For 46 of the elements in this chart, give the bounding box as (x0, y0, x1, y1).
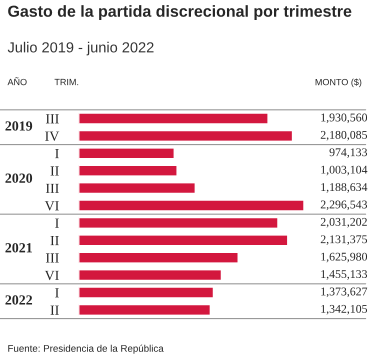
bar (78, 164, 178, 177)
bar (78, 216, 279, 229)
text: 2019 (5, 121, 32, 131)
bar (78, 199, 305, 212)
y-tick-label: III (46, 253, 59, 263)
text: MONTO ($) (316, 78, 362, 88)
bar (78, 130, 294, 142)
bar (78, 234, 288, 246)
y-tick-label: III (46, 114, 59, 124)
chart-title: Gasto de la partida discrecional por trimestre (8, 5, 352, 20)
bar (78, 304, 212, 316)
chart-subtitle: Julio 2019 - junio 2022 (8, 42, 154, 56)
text: 2021 (5, 243, 32, 252)
bar (78, 269, 222, 282)
bar (78, 252, 239, 264)
y-tick-label: II (50, 236, 59, 246)
data-label: 2,296,543 (320, 200, 368, 210)
data-label: 2,031,202 (320, 218, 367, 228)
y-tick-label: II (50, 306, 59, 315)
data-label: 1,188,634 (321, 183, 368, 193)
y-tick-label: IV (45, 132, 60, 141)
bar (78, 182, 196, 194)
data-label: 1,455,133 (321, 270, 368, 280)
y-tick-label: I (55, 288, 59, 298)
y-tick-label: I (55, 149, 59, 158)
data-label: 1,373,627 (321, 288, 368, 298)
data-label: 974,133 (330, 148, 368, 158)
data-label: 2,180,085 (320, 130, 368, 141)
text: AÑO (8, 77, 27, 86)
y-tick-label: III (46, 184, 59, 193)
data-label: 1,342,105 (321, 304, 368, 315)
source-note: Fuente: Presidencia de la República (8, 344, 164, 354)
text: TRIM. (54, 78, 78, 86)
y-tick-label: I (55, 218, 59, 228)
y-tick-label: II (50, 166, 59, 176)
y-tick-label: VI (44, 201, 59, 211)
text: 2020 (5, 174, 32, 183)
data-label: 1,625,980 (321, 252, 368, 262)
data-label: 1,003,104 (321, 166, 368, 176)
data-label: 1,930,560 (321, 113, 368, 124)
text: 2022 (5, 295, 32, 305)
bar (78, 147, 175, 160)
bar (78, 112, 269, 125)
bar (78, 286, 214, 299)
y-tick-label: VI (44, 270, 59, 280)
data-label: 2,131,375 (320, 235, 368, 245)
